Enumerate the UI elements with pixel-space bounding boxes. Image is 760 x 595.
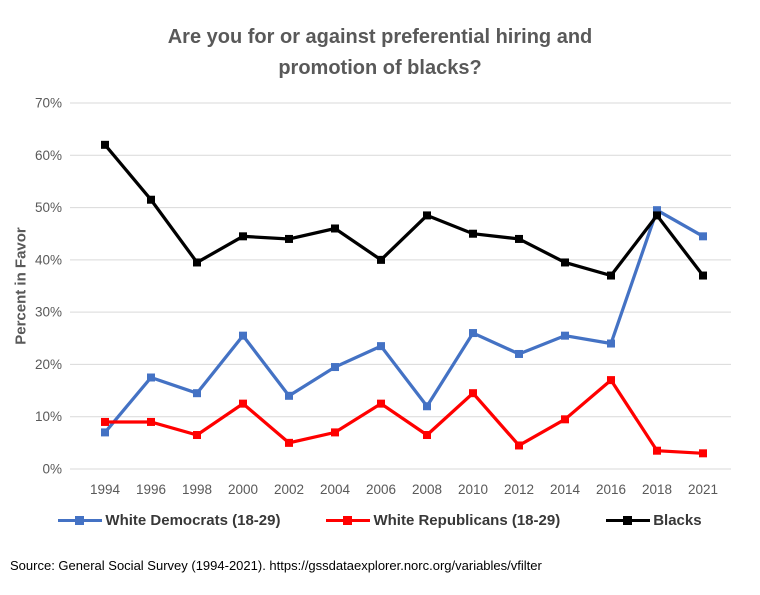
chart-title: Are you for or against preferential hiri… [0, 22, 760, 84]
data-point-marker [423, 211, 431, 220]
data-point-marker [515, 234, 523, 243]
y-tick-label: 10% [35, 409, 62, 424]
legend-item-white-democrats: White Democrats (18-29) [58, 512, 280, 529]
x-tick-label: 2014 [550, 482, 581, 497]
y-tick-label: 40% [35, 252, 62, 267]
x-tick-label: 2021 [688, 482, 718, 497]
data-point-marker [607, 339, 615, 348]
data-point-marker [607, 271, 615, 280]
data-point-marker [193, 258, 201, 267]
data-point-marker [101, 428, 109, 437]
data-point-marker [147, 195, 155, 204]
data-point-marker [147, 417, 155, 426]
series-line [103, 207, 704, 434]
data-point-marker [285, 438, 293, 447]
x-tick-label: 2016 [596, 482, 626, 497]
data-series [101, 140, 707, 458]
data-point-marker [423, 431, 431, 440]
x-tick-label: 2002 [274, 482, 304, 497]
legend-item-white-republicans: White Republicans (18-29) [326, 512, 560, 529]
line-square-marker-icon [606, 516, 651, 525]
data-point-marker [653, 211, 661, 220]
y-tick-label: 30% [35, 305, 62, 320]
x-tick-label: 2010 [458, 482, 488, 497]
data-point-marker [331, 428, 339, 437]
legend-label: Blacks [653, 512, 702, 529]
data-point-marker [239, 331, 247, 340]
data-point-marker [469, 389, 477, 398]
series-line [103, 143, 705, 278]
data-point-marker [469, 229, 477, 238]
data-point-marker [285, 391, 293, 400]
x-tick-label: 1996 [136, 482, 166, 497]
legend-label: White Democrats (18-29) [105, 512, 281, 529]
data-point-marker [377, 342, 385, 351]
data-point-marker [699, 232, 707, 241]
data-point-marker [193, 389, 201, 398]
x-tick-label: 2012 [504, 482, 534, 497]
x-tick-label: 2000 [228, 482, 258, 497]
x-tick-label: 2008 [412, 482, 442, 497]
x-tick-label: 2018 [642, 482, 672, 497]
data-point-marker [331, 363, 339, 372]
data-point-marker [377, 255, 385, 264]
data-point-marker [561, 258, 569, 267]
data-point-marker [515, 349, 523, 358]
data-point-marker [377, 399, 385, 408]
data-point-marker [239, 399, 247, 408]
data-point-marker [331, 224, 339, 233]
y-tick-label: 70% [35, 96, 62, 111]
data-point-marker [699, 271, 707, 280]
data-point-marker [285, 234, 293, 243]
chart-title-line2: promotion of blacks? [278, 57, 482, 79]
series-line [105, 377, 704, 455]
source-note: Source: General Social Survey (1994-2021… [10, 558, 542, 573]
data-point-marker [469, 329, 477, 338]
x-tick-label: 1994 [90, 482, 121, 497]
line-chart-plot-area: 0% 10% 20% 30% 40% 50% 60% 70% 1994 1996 1998 2000… [35, 96, 731, 497]
line-square-marker-icon [326, 516, 371, 525]
data-point-marker [699, 449, 707, 458]
x-tick-label: 2004 [320, 482, 351, 497]
y-tick-label: 60% [35, 148, 62, 163]
data-point-marker [147, 373, 155, 382]
data-point-marker [561, 331, 569, 340]
legend-item-blacks: Blacks [606, 512, 702, 529]
data-point-marker [653, 446, 661, 455]
y-tick-label: 0% [42, 462, 62, 477]
data-point-marker [193, 431, 201, 440]
data-point-marker [515, 441, 523, 450]
data-point-marker [607, 376, 615, 385]
data-point-marker [561, 415, 569, 424]
data-point-marker [101, 140, 109, 149]
x-axis-tick-labels: 1994 1996 1998 2000 2002 2004 2006 2008 2010 2012… [90, 482, 718, 497]
gridlines [70, 102, 731, 470]
x-tick-label: 1998 [182, 482, 212, 497]
x-tick-label: 2006 [366, 482, 396, 497]
data-point-marker [239, 232, 247, 241]
data-point-marker [653, 206, 661, 215]
data-point-marker [101, 417, 109, 426]
chart-title-line1: Are you for or against preferential hiri… [167, 26, 593, 48]
legend-label: White Republicans (18-29) [373, 512, 561, 529]
legend: White Democrats (18-29) White Republican… [0, 512, 760, 529]
y-tick-label: 20% [35, 357, 62, 372]
line-square-marker-icon [58, 516, 103, 525]
data-point-marker [423, 402, 431, 411]
y-axis-tick-labels: 0% 10% 20% 30% 40% 50% 60% 70% [35, 96, 62, 477]
y-tick-label: 50% [35, 200, 62, 215]
